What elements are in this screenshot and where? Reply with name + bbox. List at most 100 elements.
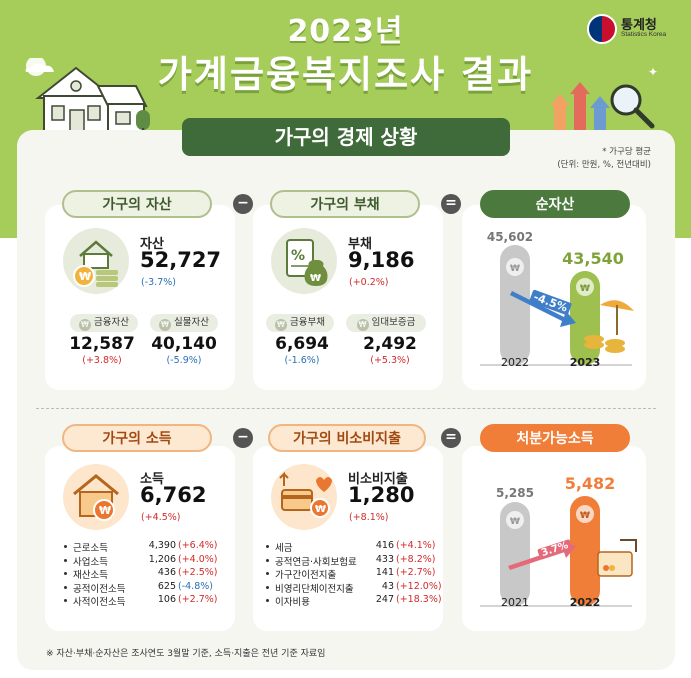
card-heart-coin-icon: ₩	[279, 471, 332, 518]
item-change: (+4.0%)	[178, 553, 218, 565]
item-change: (+18.3%)	[396, 594, 442, 605]
assets-label: 가구의 자산	[62, 190, 212, 218]
income-name: 소득	[140, 472, 164, 487]
item-label: 이자비용	[275, 597, 310, 608]
item-value: 141	[375, 567, 394, 578]
bar-2021	[500, 502, 530, 606]
net-assets-2022-value: 45,602	[486, 230, 534, 244]
item-value: 1,206	[148, 553, 176, 565]
svg-text:₩: ₩	[580, 511, 590, 521]
income-breakdown-list: 근로소득 4,390 (+6.4%) 사업소득 1,206 (+4.0%) 재산소득 43…	[64, 540, 234, 608]
item-label: 근로소득	[73, 543, 108, 554]
financial-assets-label: 금융자산	[94, 317, 129, 328]
list-item: 세금 416 (+4.1%)	[266, 540, 442, 554]
list-item: 가구간이전지출 141 (+2.7%)	[266, 567, 442, 581]
item-change: (-4.8%)	[178, 580, 213, 592]
real-assets-change: (-5.9%)	[166, 355, 202, 366]
list-item: 공적이전소득 625 (-4.8%)	[64, 581, 234, 595]
svg-text:₩: ₩	[510, 517, 520, 527]
minus-operator-icon-2: −	[233, 428, 253, 448]
financial-debt-value: 6,694	[275, 334, 329, 354]
bill-moneybag-icon: % ₩	[286, 239, 328, 286]
item-value: 247	[375, 594, 394, 605]
net-assets-chart: ₩ ₩	[480, 245, 634, 366]
nonconsumption-breakdown-list: 세금 416 (+4.1%) 공적연금·사회보험료 433 (+8.2%) 가구간이전지…	[266, 540, 442, 608]
svg-text:₩: ₩	[310, 273, 321, 284]
item-value: 436	[157, 567, 176, 578]
lease-deposit-change: (+5.3%)	[370, 355, 410, 366]
item-change: (+2.7%)	[396, 567, 436, 578]
logo-korean-name: 통계청	[621, 18, 657, 33]
nonconsumption-label: 가구의 비소비지출	[268, 424, 426, 452]
disposable-income-chart: ₩ ₩	[480, 496, 637, 607]
item-label: 사적이전소득	[73, 597, 126, 608]
financial-debt-label: 금융부채	[290, 317, 325, 328]
year-2022: 2022	[501, 356, 529, 369]
item-value: 433	[375, 553, 394, 565]
financial-debt-pill: ₩ 금융부채	[266, 314, 334, 332]
unit-note-1: * 가구당 평균	[602, 147, 651, 157]
nonconsumption-value: 1,280	[348, 483, 415, 507]
list-item: 비영리단체이전지출 43 (+12.0%)	[266, 581, 442, 595]
disposable-label: 처분가능소득	[480, 424, 630, 452]
list-item: 이자비용 247 (+18.3%)	[266, 594, 442, 608]
bar-2022	[500, 245, 530, 365]
won-icon: ₩	[159, 319, 172, 331]
list-item: 사적이전소득 106 (+2.7%)	[64, 594, 234, 608]
disposable-2022-value: 5,482	[564, 474, 616, 493]
growth-arrows-illustration: ✦	[550, 65, 658, 134]
lease-deposit-value: 2,492	[363, 334, 417, 354]
item-change: (+8.2%)	[396, 553, 436, 565]
financial-assets-value: 12,587	[69, 334, 135, 354]
lease-deposit-pill: ₩ 임대보증금	[346, 314, 426, 332]
item-change: (+4.1%)	[396, 540, 436, 551]
assets-name: 자산	[140, 237, 164, 252]
main-title: 가계금융복지조사 결과	[157, 53, 534, 96]
svg-text:₩: ₩	[580, 284, 590, 294]
debt-value: 9,186	[348, 248, 415, 272]
debt-change: (+0.2%)	[349, 277, 389, 288]
real-assets-label: 실물자산	[174, 317, 209, 328]
item-value: 106	[157, 594, 176, 605]
assets-change: (-3.7%)	[141, 277, 176, 288]
financial-assets-change: (+3.8%)	[82, 355, 122, 366]
item-value: 43	[381, 580, 394, 592]
bar-2022-income	[570, 496, 600, 606]
item-change: (+2.5%)	[178, 567, 218, 578]
debt-name: 부채	[348, 237, 372, 252]
item-value: 416	[375, 540, 394, 551]
net-assets-2023-value: 43,540	[562, 249, 624, 268]
svg-text:₩: ₩	[79, 270, 91, 283]
svg-text:✦: ✦	[648, 65, 658, 79]
year-2023: 2023	[569, 356, 601, 369]
logo-english-name: Statistics Korea	[621, 31, 667, 38]
real-assets-pill: ₩ 실물자산	[150, 314, 218, 332]
nonconsumption-name: 비소비지출	[348, 472, 408, 487]
net-assets-label: 순자산	[480, 190, 630, 218]
list-item: 사업소득 1,206 (+4.0%)	[64, 554, 234, 568]
assets-value: 52,727	[140, 248, 222, 272]
nonconsumption-change: (+8.1%)	[349, 512, 389, 523]
item-label: 세금	[275, 543, 293, 554]
equals-operator-icon: =	[441, 194, 461, 214]
item-change: (+12.0%)	[396, 580, 442, 592]
footnote: ※ 자산·부채·순자산은 조사연도 3월말 기준, 소득·지출은 전년 기준 자…	[46, 649, 326, 659]
won-icon: ₩	[79, 319, 92, 331]
section-divider	[36, 408, 656, 409]
section-title: 가구의 경제 상황	[182, 118, 510, 156]
unit-note-2: (단위: 만원, %, 전년대비)	[557, 160, 651, 170]
svg-text:₩: ₩	[315, 504, 326, 515]
item-label: 비영리단체이전지출	[275, 583, 354, 595]
item-label: 공적이전소득	[73, 583, 126, 595]
financial-assets-pill: ₩ 금융자산	[70, 314, 138, 332]
svg-text:₩: ₩	[510, 264, 520, 274]
year-2021: 2021	[501, 596, 529, 609]
item-label: 공적연금·사회보험료	[275, 556, 357, 568]
list-item: 공적연금·사회보험료 433 (+8.2%)	[266, 554, 442, 568]
list-item: 근로소득 4,390 (+6.4%)	[64, 540, 234, 554]
year-title: 2023년	[287, 14, 404, 49]
income-value: 6,762	[140, 483, 207, 507]
item-value: 625	[157, 580, 176, 592]
item-change: (+2.7%)	[178, 594, 218, 605]
house-coins-icon: ₩	[73, 240, 118, 287]
